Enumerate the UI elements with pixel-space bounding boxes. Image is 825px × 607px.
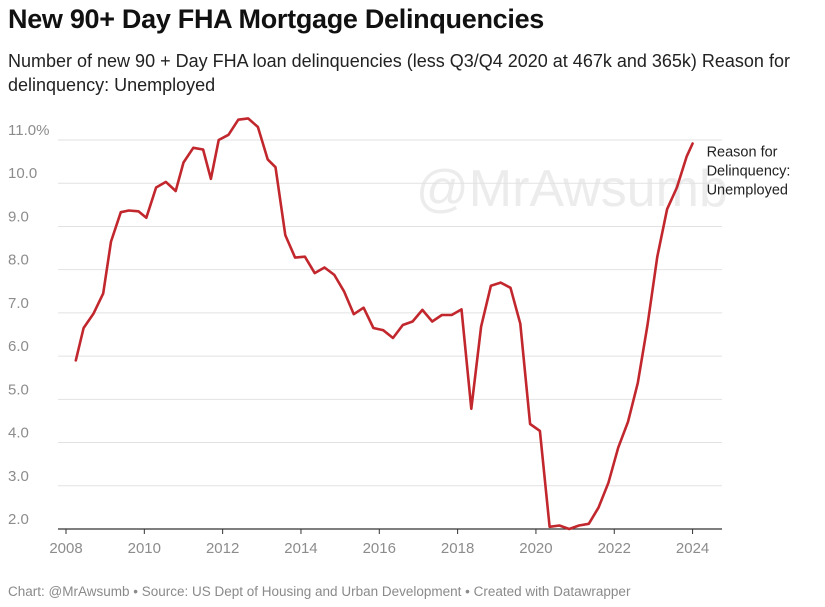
- grid-lines: [58, 139, 722, 530]
- series-label-line: Reason for: [707, 144, 778, 160]
- y-tick-label: 3.0: [8, 468, 29, 485]
- series-labels: Reason for Delinquency: Unemployed: [707, 144, 791, 198]
- series-label-line: Unemployed: [707, 182, 788, 198]
- x-axis: 2008 2010 2012 2014 2016 2018 2020 2022 2024: [49, 529, 709, 557]
- x-tick-label: 2016: [363, 540, 396, 557]
- x-tick-label: 2024: [676, 540, 709, 557]
- y-axis: 2.0 3.0 4.0 5.0 6.0 7.0 8.0 9.0 10.0 11.0%: [8, 122, 49, 528]
- y-tick-label: 9.0: [8, 208, 29, 225]
- chart-title: New 90+ Day FHA Mortgage Delinquencies: [8, 4, 544, 34]
- x-tick-label: 2010: [128, 540, 161, 557]
- x-tick-label: 2020: [519, 540, 552, 557]
- x-tick-label: 2018: [441, 540, 474, 557]
- chart-footer: Chart: @MrAwsumb • Source: US Dept of Ho…: [8, 584, 631, 599]
- y-tick-label: 4.0: [8, 425, 29, 442]
- y-tick-label: 10.0: [8, 165, 37, 182]
- y-tick-label: 5.0: [8, 381, 29, 398]
- y-tick-label: 2.0: [8, 511, 29, 528]
- watermark: @MrAwsumb: [416, 160, 728, 218]
- series-line-unemployed: [74, 117, 694, 531]
- y-tick-label: 7.0: [8, 295, 29, 312]
- series-label-line: Delinquency:: [707, 163, 791, 179]
- x-tick-label: 2008: [49, 540, 82, 557]
- y-tick-label: 8.0: [8, 252, 29, 269]
- x-tick-label: 2012: [206, 540, 239, 557]
- x-tick-label: 2022: [598, 540, 631, 557]
- y-tick-label: 11.0%: [8, 122, 49, 139]
- x-tick-label: 2014: [284, 540, 317, 557]
- chart-subtitle: Number of new 90 + Day FHA loan delinque…: [8, 51, 790, 95]
- series-layer: [74, 117, 694, 531]
- y-tick-label: 6.0: [8, 338, 29, 355]
